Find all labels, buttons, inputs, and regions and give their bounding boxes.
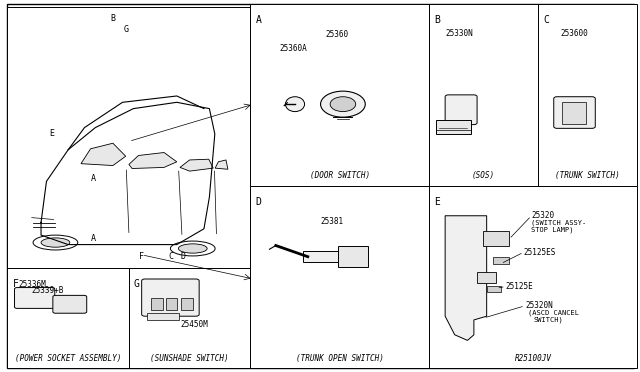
Text: B: B (435, 15, 440, 25)
Bar (483, 231, 509, 246)
Text: A: A (92, 174, 96, 183)
FancyBboxPatch shape (554, 97, 595, 128)
Text: 25320N: 25320N (525, 301, 553, 310)
Bar (538, 4, 637, 186)
Bar (147, 313, 179, 320)
Text: F: F (139, 252, 144, 261)
Bar (562, 102, 586, 124)
Text: R25100JV: R25100JV (515, 354, 552, 363)
FancyBboxPatch shape (53, 295, 86, 313)
Polygon shape (81, 143, 125, 166)
Bar (250, 186, 429, 368)
Bar (8, 7, 250, 268)
Text: 25360A: 25360A (279, 44, 307, 53)
Polygon shape (180, 159, 213, 171)
Text: (TRUNK SWITCH): (TRUNK SWITCH) (555, 171, 620, 180)
Text: B: B (111, 14, 115, 23)
Text: F: F (13, 279, 19, 289)
Text: (ASCD CANCEL: (ASCD CANCEL (528, 310, 579, 317)
Bar (303, 251, 338, 262)
Bar (8, 268, 129, 368)
Text: E: E (435, 197, 440, 207)
Polygon shape (129, 153, 177, 169)
Text: G: G (134, 279, 140, 289)
Ellipse shape (170, 241, 215, 256)
Bar (250, 4, 429, 186)
Ellipse shape (285, 97, 305, 112)
Text: 25339+B: 25339+B (32, 286, 64, 295)
Bar (429, 4, 538, 186)
Ellipse shape (41, 238, 70, 247)
Text: D: D (255, 197, 261, 207)
Text: 25360: 25360 (326, 30, 349, 39)
Text: (SOS): (SOS) (472, 171, 495, 180)
Text: SWITCH): SWITCH) (533, 317, 563, 323)
Bar (486, 286, 500, 292)
Text: 25125E: 25125E (506, 282, 534, 291)
Bar (436, 120, 470, 134)
Ellipse shape (179, 244, 207, 253)
Text: A: A (92, 234, 96, 243)
FancyBboxPatch shape (445, 95, 477, 125)
Bar (166, 298, 177, 310)
Bar (429, 186, 637, 368)
Polygon shape (215, 160, 228, 169)
Text: (SUNSHADE SWITCH): (SUNSHADE SWITCH) (150, 354, 229, 363)
Text: 25381: 25381 (321, 217, 344, 226)
Text: A: A (255, 15, 261, 25)
Circle shape (330, 97, 356, 112)
Bar (181, 298, 193, 310)
Text: D: D (180, 252, 186, 261)
Bar (493, 257, 509, 264)
Text: (TRUNK OPEN SWITCH): (TRUNK OPEN SWITCH) (296, 354, 383, 363)
Text: 253600: 253600 (560, 29, 588, 38)
Text: C: C (543, 15, 548, 25)
Ellipse shape (33, 235, 78, 250)
FancyBboxPatch shape (15, 288, 55, 308)
Polygon shape (445, 216, 486, 340)
Text: (POWER SOCKET ASSEMBLY): (POWER SOCKET ASSEMBLY) (15, 354, 122, 363)
Text: STOP LAMP): STOP LAMP) (531, 227, 574, 233)
Text: (DOOR SWITCH): (DOOR SWITCH) (310, 171, 370, 180)
Bar (338, 246, 369, 267)
Circle shape (321, 91, 365, 117)
Bar (151, 298, 163, 310)
Text: 25125ES: 25125ES (524, 248, 556, 257)
Text: 25450M: 25450M (180, 320, 208, 329)
Text: E: E (50, 129, 54, 138)
Text: G: G (123, 25, 128, 34)
Text: 25330N: 25330N (446, 29, 474, 38)
Bar (129, 268, 250, 368)
Text: 25320: 25320 (531, 211, 554, 220)
Bar (477, 272, 496, 283)
Text: (SWITCH ASSY-: (SWITCH ASSY- (531, 220, 587, 227)
Text: C: C (168, 252, 173, 261)
FancyBboxPatch shape (141, 279, 199, 316)
Text: 25336M: 25336M (19, 280, 46, 289)
